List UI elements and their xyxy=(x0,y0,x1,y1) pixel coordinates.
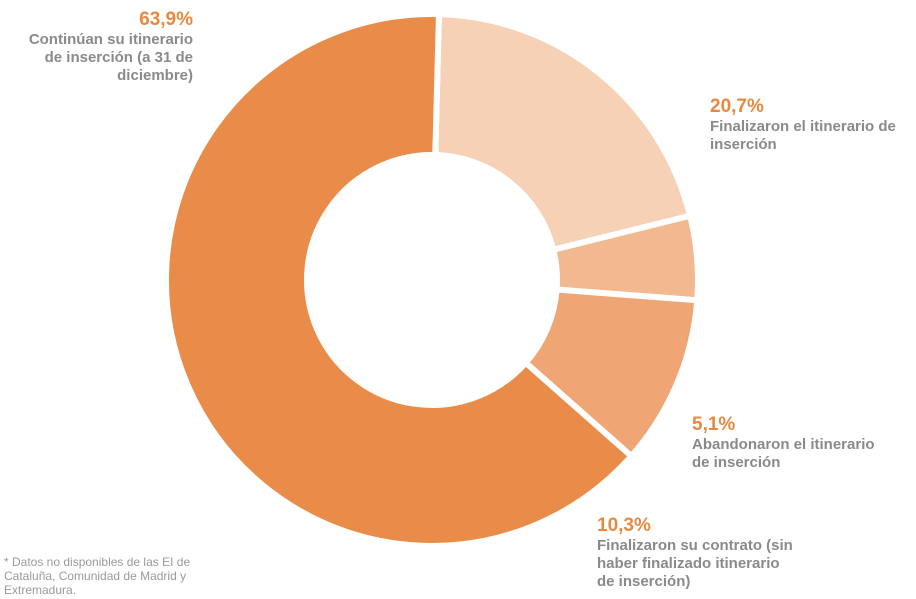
slice-text-finalizaron-contrato: Finalizaron su contrato (sin haber final… xyxy=(597,537,793,590)
slice-label-continuan: 63,9% Continúan su itinerario de inserci… xyxy=(10,9,193,85)
slice-continuan xyxy=(163,11,636,549)
slice-value-abandonaron: 5,1% xyxy=(692,414,736,435)
slice-label-finalizaron-contrato: 10,3% Finalizaron su contrato (sin haber… xyxy=(597,515,817,591)
slice-label-abandonaron: 5,1% Abandonaron el itinerario de inserc… xyxy=(692,414,907,472)
slice-text-finalizaron-itinerario: Finalizaron el itinerario de inserción xyxy=(710,118,896,153)
slice-value-continuan: 63,9% xyxy=(139,9,193,30)
footnote: * Datos no disponibles de las EI de Cata… xyxy=(4,555,191,597)
slice-finalizaron-itinerario xyxy=(432,11,694,254)
slice-value-finalizaron-itinerario: 20,7% xyxy=(710,96,764,117)
slice-text-continuan: Continúan su itinerario de inserción (a … xyxy=(28,31,193,84)
slice-value-finalizaron-contrato: 10,3% xyxy=(597,515,651,536)
slice-label-finalizaron-itinerario: 20,7% Finalizaron el itinerario de inser… xyxy=(710,96,915,154)
slice-text-abandonaron: Abandonaron el itinerario de inserción xyxy=(692,436,875,471)
